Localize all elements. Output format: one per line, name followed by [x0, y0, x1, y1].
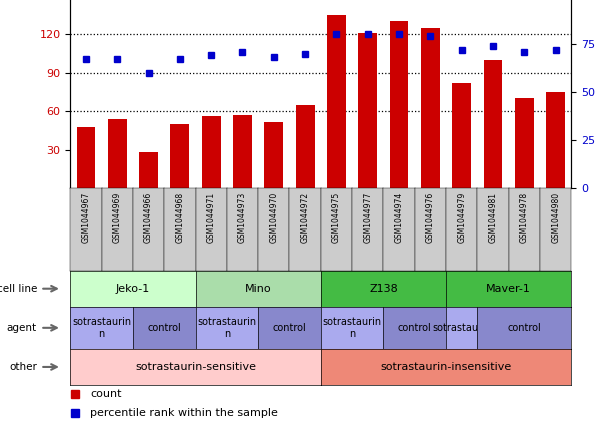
Bar — [76, 126, 95, 188]
Bar — [170, 124, 189, 188]
Bar — [515, 99, 534, 188]
Bar — [265, 121, 284, 188]
Text: GSM1044978: GSM1044978 — [520, 192, 529, 243]
Text: GSM1044981: GSM1044981 — [489, 192, 497, 242]
Text: sotrastaurin: sotrastaurin — [432, 323, 491, 333]
Text: GSM1044973: GSM1044973 — [238, 192, 247, 243]
Text: GSM1044972: GSM1044972 — [301, 192, 310, 243]
Text: agent: agent — [7, 323, 37, 333]
Text: GSM1044974: GSM1044974 — [395, 192, 403, 243]
Text: sotrastaurin-sensitive: sotrastaurin-sensitive — [135, 362, 256, 372]
Text: GSM1044969: GSM1044969 — [113, 192, 122, 243]
Text: sotrastaurin
n: sotrastaurin n — [323, 317, 382, 339]
Text: Z138: Z138 — [369, 284, 398, 294]
Text: GSM1044977: GSM1044977 — [364, 192, 372, 243]
Bar — [359, 33, 377, 188]
Text: GSM1044970: GSM1044970 — [269, 192, 278, 243]
Text: sotrastaurin
n: sotrastaurin n — [197, 317, 257, 339]
Text: Maver-1: Maver-1 — [486, 284, 531, 294]
Bar — [202, 116, 221, 188]
Text: control: control — [147, 323, 181, 333]
Text: GSM1044966: GSM1044966 — [144, 192, 153, 243]
Text: percentile rank within the sample: percentile rank within the sample — [90, 409, 278, 418]
Text: GSM1044976: GSM1044976 — [426, 192, 435, 243]
Text: control: control — [508, 323, 541, 333]
Text: control: control — [273, 323, 306, 333]
Bar — [484, 60, 502, 188]
Text: count: count — [90, 390, 122, 399]
Bar — [139, 152, 158, 188]
Bar — [327, 15, 346, 188]
Text: Mino: Mino — [245, 284, 271, 294]
Text: GSM1044967: GSM1044967 — [81, 192, 90, 243]
Text: GSM1044975: GSM1044975 — [332, 192, 341, 243]
Bar — [108, 119, 126, 188]
Bar — [421, 28, 440, 188]
Text: GSM1044968: GSM1044968 — [175, 192, 185, 243]
Text: cell line: cell line — [0, 284, 37, 294]
Bar — [452, 83, 471, 188]
Bar — [390, 22, 409, 188]
Text: GSM1044980: GSM1044980 — [551, 192, 560, 243]
Text: GSM1044979: GSM1044979 — [457, 192, 466, 243]
Bar — [233, 115, 252, 188]
Bar — [546, 92, 565, 188]
Bar — [296, 105, 315, 188]
Text: GSM1044971: GSM1044971 — [207, 192, 216, 243]
Text: Jeko-1: Jeko-1 — [115, 284, 150, 294]
Text: sotrastaurin
n: sotrastaurin n — [72, 317, 131, 339]
Text: other: other — [9, 362, 37, 372]
Text: sotrastaurin-insensitive: sotrastaurin-insensitive — [381, 362, 511, 372]
Text: control: control — [398, 323, 431, 333]
